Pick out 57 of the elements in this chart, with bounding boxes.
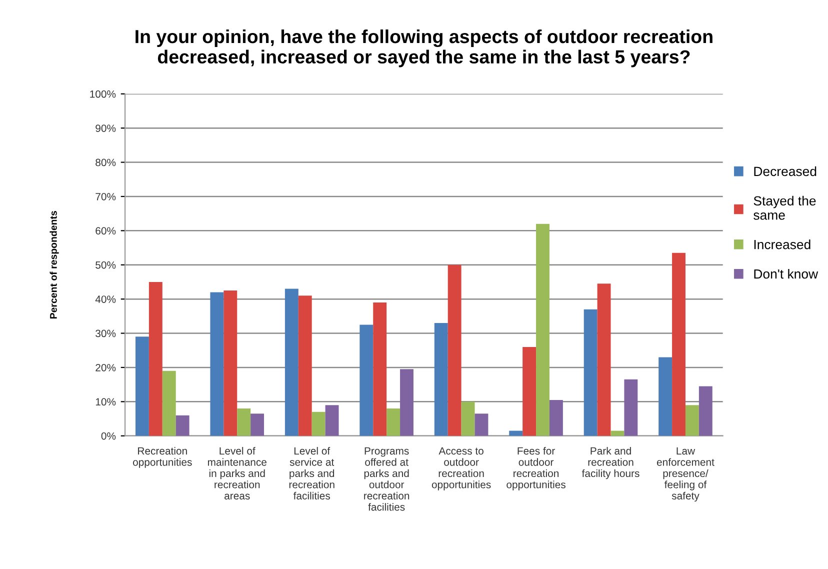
bar: [250, 414, 264, 436]
bar: [135, 336, 149, 436]
legend-label: Increased: [754, 240, 810, 250]
bar: [237, 408, 251, 436]
bar: [624, 379, 638, 436]
bar: [148, 282, 162, 436]
bar: [536, 224, 550, 436]
x-tick-label: Law enforcement presence/ feeling of safety: [656, 447, 714, 502]
bar: [448, 264, 462, 436]
y-tick-label: 100%: [90, 90, 116, 98]
legend-label: Don't know: [754, 268, 818, 279]
x-tick-label: Recreation opportunities: [133, 446, 192, 468]
bar: [284, 288, 298, 436]
y-tick-label: 30%: [96, 330, 116, 338]
x-tick-label: Level of maintenance in parks and recreation areas: [208, 446, 266, 500]
bar: [474, 414, 488, 436]
bar: [461, 402, 475, 436]
bar: [325, 405, 339, 436]
y-tick-label: 0%: [101, 432, 116, 440]
x-tick-label: Programs offered at parks and outdoor recreation facilities: [364, 447, 410, 511]
y-tick-label: 60%: [96, 227, 116, 235]
bar: [360, 324, 374, 436]
bar: [597, 284, 611, 436]
x-tick-label: Access to outdoor recreation opportunities: [432, 447, 491, 490]
y-tick-label: 80%: [96, 158, 116, 166]
x-tick-label: Fees for outdoor recreation opportunities: [506, 446, 566, 490]
y-tick-label: 10%: [96, 398, 116, 406]
y-tick-label: 20%: [96, 364, 116, 372]
x-tick-label: Level of service at parks and recreation facilities: [289, 446, 334, 500]
y-tick-label: 50%: [96, 261, 116, 269]
bar: [672, 252, 686, 436]
y-axis-title: Percent of respondents: [50, 210, 59, 319]
y-tick-label: 90%: [96, 124, 116, 132]
chart-title: In your opinion, have the following aspects of outdoor recreation decreased, increased or sayed the same in the last 5 years?: [136, 29, 712, 68]
bar: [584, 309, 598, 436]
bar: [698, 386, 712, 436]
legend-label: Stayed the same: [754, 196, 816, 220]
bar: [312, 412, 326, 436]
bar: [162, 370, 176, 436]
bar: [224, 290, 238, 436]
bar: [400, 369, 414, 436]
bar: [176, 415, 190, 436]
bar: [509, 430, 523, 436]
bar: [549, 400, 563, 436]
x-tick-label: Park and recreation facility hours: [582, 446, 640, 480]
bar: [434, 323, 448, 436]
bar: [298, 296, 312, 436]
bar: [658, 357, 672, 436]
bar: [685, 405, 699, 436]
y-tick-label: 40%: [95, 296, 116, 303]
bar: [373, 302, 387, 436]
bar: [386, 408, 400, 436]
bar: [522, 346, 536, 436]
bar: [610, 430, 624, 436]
y-tick-label: 70%: [96, 192, 116, 200]
bar: [210, 292, 224, 436]
legend-label: Decreased: [754, 166, 816, 176]
